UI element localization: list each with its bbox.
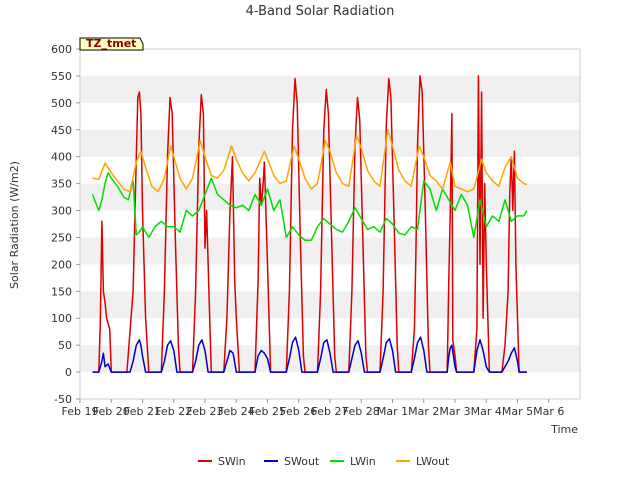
y-tick-label: 0 xyxy=(65,366,72,379)
y-tick-label: 150 xyxy=(51,285,72,298)
series-line-lwin xyxy=(91,172,528,241)
series-line-lwout xyxy=(92,129,528,193)
x-tick-label: Mar 5 xyxy=(502,405,533,418)
x-tick-label: Feb 24 xyxy=(218,405,255,418)
x-tick-label: Feb 26 xyxy=(280,405,317,418)
y-axis: -50 0 50 100 150 200 250 300 350 400 450 500 550 600 xyxy=(51,43,80,406)
x-tick-label: Mar 6 xyxy=(533,405,564,418)
series-line-swout xyxy=(92,336,527,373)
x-tick-label: Feb 23 xyxy=(187,405,224,418)
grid-band xyxy=(80,264,580,292)
legend-item-lwout: LWout xyxy=(396,455,450,468)
x-tick-label: Mar 3 xyxy=(439,405,470,418)
badge-label: TZ_tmet xyxy=(86,37,136,50)
legend-label: SWout xyxy=(284,455,320,468)
legend-label: LWin xyxy=(350,455,376,468)
y-tick-label: 550 xyxy=(51,70,72,83)
y-tick-label: 200 xyxy=(51,258,72,271)
legend: SWin SWout LWin LWout xyxy=(198,455,450,468)
legend-item-swin: SWin xyxy=(198,455,246,468)
y-tick-label: 600 xyxy=(51,43,72,56)
x-tick-label: Feb 20 xyxy=(93,405,130,418)
grid-band xyxy=(80,75,580,103)
y-tick-label: 100 xyxy=(51,312,72,325)
grid-band xyxy=(80,49,580,76)
x-tick-label: Mar 1 xyxy=(377,405,408,418)
chart-title: 4-Band Solar Radiation xyxy=(246,4,395,19)
y-tick-label: 350 xyxy=(51,178,72,191)
x-tick-label: Feb 19 xyxy=(62,405,99,418)
x-tick-label: Feb 25 xyxy=(249,405,286,418)
y-tick-label: 450 xyxy=(51,124,72,137)
x-tick-label: Feb 28 xyxy=(343,405,380,418)
x-tick-label: Mar 4 xyxy=(471,405,502,418)
grid-band xyxy=(80,372,580,399)
y-tick-label: 400 xyxy=(51,151,72,164)
grid-band xyxy=(80,237,580,265)
grid-bands xyxy=(80,49,580,399)
x-tick-label: Feb 21 xyxy=(124,405,161,418)
y-tick-label: 300 xyxy=(51,205,72,218)
y-tick-label: -50 xyxy=(54,393,72,406)
y-tick-label: 250 xyxy=(51,231,72,244)
y-tick-label: 500 xyxy=(51,97,72,110)
badge-shape xyxy=(79,37,144,51)
series-layer xyxy=(91,75,528,373)
legend-label: LWout xyxy=(416,455,450,468)
legend-label: SWin xyxy=(218,455,246,468)
x-axis-title: Time xyxy=(550,423,578,436)
site-badge: TZ_tmet xyxy=(79,37,144,51)
x-tick-label: Feb 22 xyxy=(155,405,192,418)
legend-item-swout: SWout xyxy=(264,455,320,468)
y-axis-title: Solar Radiation (W/m2) xyxy=(8,161,21,289)
grid-band xyxy=(80,291,580,319)
grid-band xyxy=(80,102,580,130)
x-tick-label: Mar 2 xyxy=(408,405,439,418)
x-tick-label: Feb 27 xyxy=(312,405,349,418)
y-tick-label: 50 xyxy=(58,339,72,352)
legend-item-lwin: LWin xyxy=(330,455,376,468)
